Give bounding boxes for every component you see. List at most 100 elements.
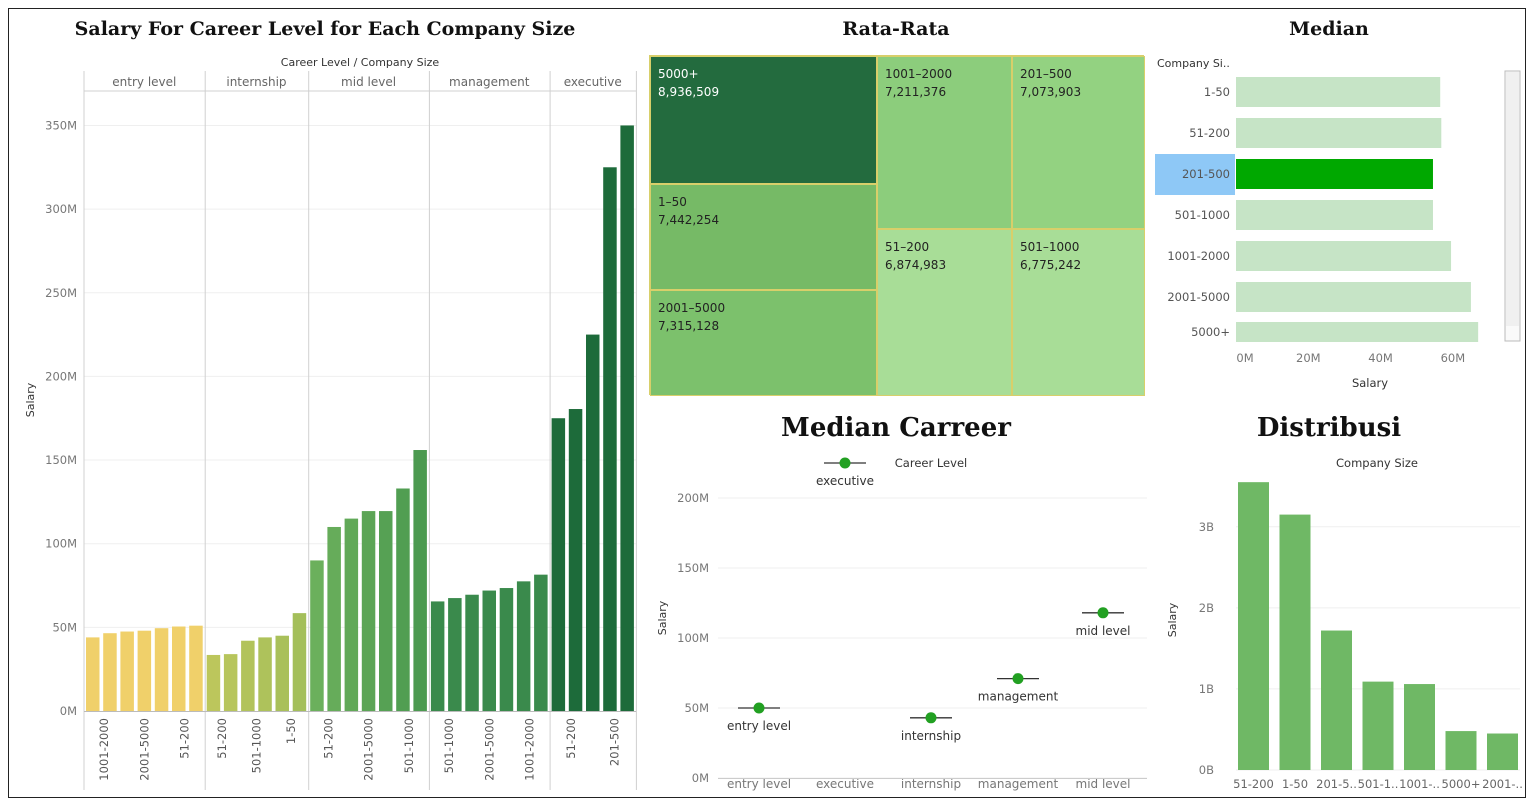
x-tick-label: management <box>978 777 1059 791</box>
treemap-cell-label: 1001–2000 <box>885 67 953 81</box>
x-tick-label: 501-1.. <box>1358 777 1399 791</box>
company-size-tick: 501-1000 <box>249 718 263 773</box>
career-company-header: Career Level / Company Size <box>281 56 440 69</box>
dot-label: management <box>978 690 1059 704</box>
dot-label: executive <box>816 474 874 488</box>
treemap-cell-label: 201–500 <box>1020 67 1072 81</box>
y-tick-label: 3B <box>1199 520 1214 534</box>
median-bar <box>1236 241 1452 271</box>
dot-label: mid level <box>1076 624 1131 638</box>
dot-label: entry level <box>727 719 791 733</box>
salary-bar <box>568 409 583 711</box>
distribution-bar <box>1279 514 1311 770</box>
x-tick-label: 2001-.. <box>1482 777 1523 791</box>
treemap-cell-value: 7,442,254 <box>658 213 720 227</box>
treemap-cell-label: 501–1000 <box>1020 240 1080 254</box>
x-tick-label: 1-50 <box>1282 777 1308 791</box>
x-tick-label: internship <box>901 777 961 791</box>
company-size-label: 2001-5000 <box>1167 290 1230 304</box>
salary-bar <box>534 574 548 711</box>
y-tick-label: 50M <box>52 620 77 634</box>
y-tick-label: 0M <box>692 771 709 785</box>
salary-bar <box>499 588 514 711</box>
company-size-tick: 51-200 <box>321 718 335 759</box>
company-size-tick: 51-200 <box>178 718 192 759</box>
treemap-cell: 1–50 7,442,254 <box>650 184 877 290</box>
company-size-label: 51-200 <box>1189 126 1230 140</box>
y-axis-label: Salary <box>656 600 669 635</box>
median-bar <box>1236 159 1433 189</box>
y-tick-label: 150M <box>677 561 709 575</box>
career-level-header: mid level <box>341 75 396 89</box>
treemap-cell: 201–500 7,073,903 <box>1012 56 1145 229</box>
distribution-bar <box>1404 684 1435 770</box>
y-axis-label: Salary <box>1166 602 1179 637</box>
salary-bar <box>379 511 393 711</box>
salary-bar <box>275 635 289 711</box>
x-tick-label: 60M <box>1441 351 1466 365</box>
company-size-label: 1-50 <box>1204 85 1230 99</box>
scrollbar-thumb[interactable] <box>1506 72 1519 326</box>
y-tick-label: 50M <box>684 701 709 715</box>
career-level-header: entry level <box>112 75 176 89</box>
company-size-label: 1001-2000 <box>1167 249 1230 263</box>
company-size-tick: 51-200 <box>215 718 229 759</box>
distribution-bar <box>1362 681 1394 770</box>
salary-bar <box>206 654 221 711</box>
salary-bar <box>465 594 479 711</box>
salary-bar <box>310 560 324 711</box>
distribution-bar <box>1487 733 1518 770</box>
company-size-tick: 2001-5000 <box>362 718 376 781</box>
highlight-row-bg <box>1155 154 1235 195</box>
salary-bar <box>327 526 341 711</box>
treemap-cell-label: 2001–5000 <box>658 301 726 315</box>
company-size-label: 201-500 <box>1182 167 1230 181</box>
company-size-tick: 201-500 <box>607 718 621 766</box>
career-level-header: executive <box>564 75 622 89</box>
salary-bar <box>103 633 117 711</box>
salary-bar <box>258 637 272 711</box>
median-dot <box>753 702 765 714</box>
salary-bar <box>120 631 134 711</box>
salary-bar <box>551 418 566 711</box>
main-chart-title: Salary For Career Level for Each Company… <box>74 18 576 40</box>
median-dot <box>1012 673 1024 685</box>
median-bar <box>1236 282 1471 312</box>
x-tick-label: 5000+ <box>1442 777 1481 791</box>
treemap-cell-value: 7,315,128 <box>658 319 720 333</box>
career-level-header: internship <box>226 75 286 89</box>
company-size-tick: 501-1000 <box>442 718 456 773</box>
salary-bar <box>172 626 186 711</box>
salary-bar <box>603 167 617 711</box>
distribusi-title: Distribusi <box>1256 413 1402 443</box>
salary-bar <box>241 640 255 711</box>
rata-rata-title: Rata-Rata <box>842 18 950 40</box>
y-tick-label: 350M <box>45 118 77 132</box>
distribution-bar <box>1445 731 1477 770</box>
salary-bar <box>361 511 376 711</box>
treemap-cell-label: 5000+ <box>658 67 699 81</box>
y-tick-label: 0B <box>1199 763 1214 777</box>
salary-bar <box>482 590 496 711</box>
distribusi-chart: Company Size 0B 1B 2B 3B Salary 51-200 1-50 201-… <box>1166 456 1523 791</box>
salary-bar <box>413 450 427 711</box>
company-size-tick: 1001-2000 <box>97 718 111 781</box>
distribution-bar <box>1238 482 1269 770</box>
x-axis-label: Salary <box>1352 376 1388 390</box>
treemap-cell-value: 8,936,509 <box>658 85 720 99</box>
company-size-tick: 501-1000 <box>402 718 416 773</box>
y-axis-label: Salary <box>24 382 37 417</box>
median-title: Median <box>1289 18 1369 40</box>
salary-bar <box>344 518 359 711</box>
x-tick-label: executive <box>816 777 874 791</box>
salary-bar <box>516 581 531 711</box>
y-tick-label: 300M <box>45 202 77 216</box>
treemap-cell-value: 7,211,376 <box>885 85 947 99</box>
career-level-header: Career Level <box>895 456 967 470</box>
y-tick-label: 100M <box>45 537 77 551</box>
treemap-cell-value: 6,874,983 <box>885 258 947 272</box>
median-career-title: Median Carreer <box>781 413 1011 443</box>
company-size-tick: 2001-5000 <box>137 718 151 781</box>
median-dot <box>925 712 937 724</box>
career-level-header: management <box>449 75 530 89</box>
